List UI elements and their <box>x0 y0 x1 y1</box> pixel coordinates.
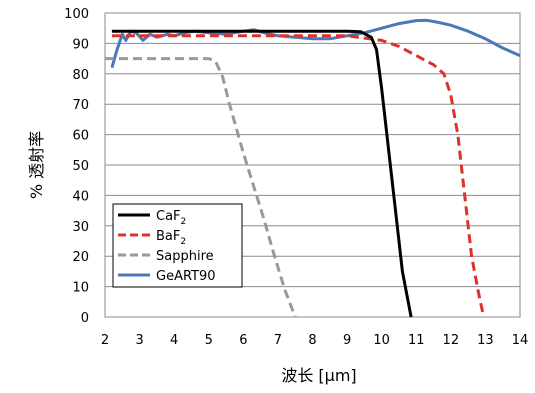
x-tick-label: 7 <box>274 333 282 348</box>
y-tick-label: 80 <box>72 68 89 83</box>
x-tick-label: 5 <box>205 333 213 348</box>
y-tick-label: 40 <box>72 189 89 204</box>
x-tick-label: 10 <box>373 333 390 348</box>
y-tick-label: 10 <box>72 281 89 296</box>
legend-label: GeART90 <box>156 269 216 284</box>
x-tick-label: 6 <box>239 333 247 348</box>
y-axis-title: % 透射率 <box>27 131 46 199</box>
legend-box <box>112 203 243 288</box>
y-tick-label: 90 <box>72 37 89 52</box>
series-lines <box>105 18 521 318</box>
x-tick-label: 3 <box>135 333 143 348</box>
x-tick-label: 4 <box>170 333 178 348</box>
y-tick-label: 20 <box>72 250 89 265</box>
y-tick-label: 0 <box>81 311 89 326</box>
y-tick-label: 60 <box>72 129 89 144</box>
legend-label-main: CaF <box>156 209 181 224</box>
x-tick-label: 13 <box>477 333 494 348</box>
y-tick-label: 50 <box>72 159 89 174</box>
legend-label-subscript: 2 <box>180 237 186 247</box>
x-tick-label: 12 <box>443 333 460 348</box>
legend-label: Sapphire <box>156 249 214 264</box>
y-tick-labels: 0 10 20 30 40 50 60 70 80 90 100 <box>64 7 89 326</box>
x-tick-label: 14 <box>512 333 529 348</box>
y-tick-label: 70 <box>72 98 89 113</box>
y-tick-label: 100 <box>64 7 89 22</box>
legend-label-main: BaF <box>156 229 180 244</box>
series-line-caf <box>111 29 413 318</box>
x-tick-labels: 2 3 4 5 6 7 8 9 10 11 12 13 14 <box>101 333 528 348</box>
x-tick-label: 2 <box>101 333 109 348</box>
legend-label-subscript: 2 <box>181 217 187 227</box>
x-axis-title: 波长 [µm] <box>281 366 356 385</box>
y-tick-label: 30 <box>72 220 89 235</box>
legend-label: CaF2 <box>156 209 186 227</box>
series-line-baf <box>111 34 486 318</box>
x-tick-label: 8 <box>308 333 316 348</box>
legend-label: BaF2 <box>156 229 186 247</box>
x-tick-label: 9 <box>343 333 351 348</box>
x-tick-label: 11 <box>408 333 425 348</box>
